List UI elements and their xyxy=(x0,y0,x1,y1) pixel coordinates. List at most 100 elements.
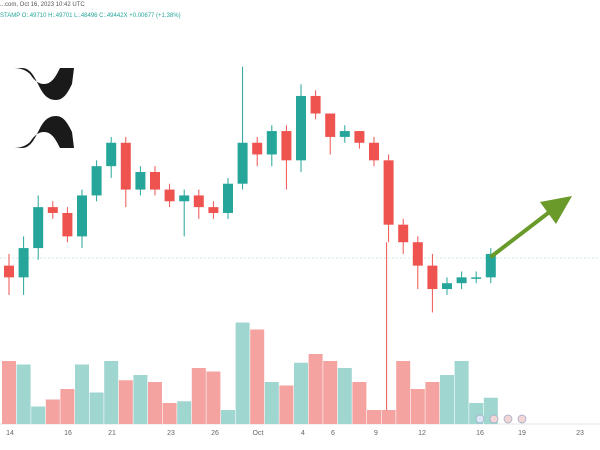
volume-bar xyxy=(323,361,338,424)
symbol-info-line: ...com, Oct 16, 2023 10:42 UTC xyxy=(0,2,85,8)
event-flag-icon xyxy=(503,414,513,424)
candle-body xyxy=(442,283,452,290)
candle xyxy=(77,189,87,249)
candle-body xyxy=(33,207,44,249)
candle xyxy=(296,84,306,173)
candle xyxy=(223,177,233,219)
candle xyxy=(4,253,14,295)
candle-body xyxy=(4,265,14,278)
volume-bar xyxy=(31,406,46,424)
candle-body xyxy=(456,277,467,284)
volume-bar xyxy=(396,361,411,424)
x-tick-label: Oct xyxy=(253,430,264,437)
candle xyxy=(120,136,131,208)
candle-body xyxy=(223,183,233,213)
volume-bar xyxy=(264,382,279,424)
candle-body xyxy=(18,248,29,278)
xrp-logo xyxy=(0,68,74,148)
x-tick-label: 23 xyxy=(576,430,584,437)
candle-body xyxy=(106,142,117,167)
x-tick-label: 16 xyxy=(64,430,72,437)
volume-bar xyxy=(440,375,454,424)
candle-body xyxy=(77,195,87,237)
candle-body xyxy=(237,142,248,184)
ohlc-values-line: STAMP O:.49710 H:.49701 L:.48496 C:.4944… xyxy=(0,13,181,19)
candle-body xyxy=(354,131,365,143)
candle-body xyxy=(485,253,496,278)
x-tick-label: 9 xyxy=(374,430,378,437)
volume-bar xyxy=(294,362,308,424)
candle-body xyxy=(164,189,175,202)
candle xyxy=(471,271,482,284)
volume-bar xyxy=(104,361,119,424)
candle xyxy=(383,154,394,243)
candle-body xyxy=(150,172,160,190)
candle-body xyxy=(252,142,263,155)
event-flag-icon xyxy=(489,414,499,424)
candle xyxy=(106,136,117,178)
candle xyxy=(266,125,277,167)
candle-body xyxy=(369,142,379,161)
volume-bar xyxy=(118,380,133,424)
candle xyxy=(398,218,409,254)
volume-bar xyxy=(16,364,31,424)
candle xyxy=(193,189,204,219)
candle-body xyxy=(383,160,394,225)
candle-body xyxy=(266,131,277,155)
candle xyxy=(442,277,452,295)
candle-body xyxy=(47,207,58,213)
volume-bar xyxy=(191,368,206,424)
x-tick-label: 23 xyxy=(167,430,175,437)
volume-bar xyxy=(221,410,235,424)
volume-bar xyxy=(308,354,323,424)
x-tick-label: 21 xyxy=(108,430,116,437)
volume-bar xyxy=(410,389,425,424)
candle-body xyxy=(62,212,73,237)
candle xyxy=(354,131,365,149)
volume-bar xyxy=(235,322,250,424)
candle-body xyxy=(471,277,482,279)
x-axis: 14 16 21 23 26 Oct 4 6 9 12 16 19 23 xyxy=(6,430,584,437)
candle xyxy=(485,248,496,284)
volume-bar xyxy=(250,329,265,424)
candle-body xyxy=(427,265,438,290)
candle xyxy=(369,136,379,167)
candle-body xyxy=(120,142,131,190)
candle xyxy=(339,125,350,143)
volume-bar xyxy=(133,375,148,424)
x-tick-label: 19 xyxy=(518,430,526,437)
candle-body xyxy=(179,195,190,202)
volume-bars xyxy=(2,322,498,424)
candle-body xyxy=(398,224,409,243)
candle xyxy=(135,166,146,196)
candle xyxy=(412,236,423,290)
event-flag-icon xyxy=(475,414,485,424)
candle-body xyxy=(412,242,423,266)
volume-bar xyxy=(367,410,381,424)
candle xyxy=(252,136,263,167)
candle-body xyxy=(339,131,350,137)
volume-bar xyxy=(60,389,75,424)
candle xyxy=(325,113,336,155)
volume-bar xyxy=(148,382,162,424)
candle-body xyxy=(281,131,292,161)
x-tick-label: 12 xyxy=(418,430,426,437)
event-flag-icon xyxy=(517,414,527,424)
candle-body xyxy=(91,166,102,196)
volume-bar xyxy=(454,361,469,424)
volume-bar xyxy=(425,382,440,424)
volume-bar xyxy=(2,361,16,424)
candle xyxy=(33,195,44,260)
candle xyxy=(208,201,219,219)
trend-arrow-icon xyxy=(490,196,572,258)
event-flag-icons xyxy=(475,414,527,424)
x-tick-label: 6 xyxy=(331,430,335,437)
candle-body xyxy=(135,172,146,190)
candle-body xyxy=(296,95,306,161)
candle xyxy=(456,271,467,290)
candle xyxy=(62,207,73,243)
candle-body xyxy=(193,195,204,208)
volume-bar xyxy=(337,368,352,424)
